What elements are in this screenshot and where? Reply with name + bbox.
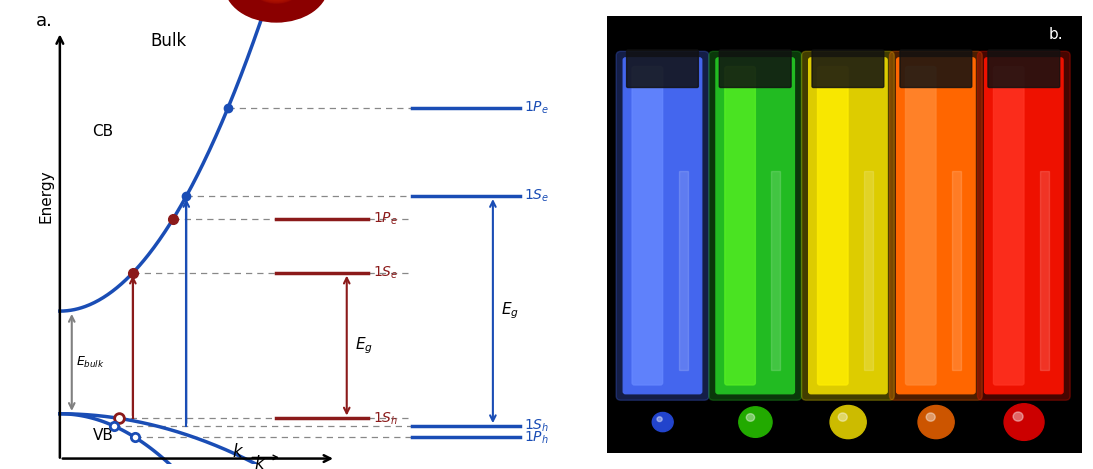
Circle shape: [254, 0, 298, 1]
FancyBboxPatch shape: [896, 58, 975, 393]
FancyBboxPatch shape: [616, 51, 709, 400]
Circle shape: [747, 414, 754, 421]
Text: $1P_e$: $1P_e$: [373, 211, 398, 227]
Text: $1P_e$: $1P_e$: [525, 100, 549, 116]
Bar: [772, 171, 780, 370]
Circle shape: [247, 0, 305, 6]
Bar: [865, 171, 873, 370]
Bar: [1041, 171, 1049, 370]
Circle shape: [1013, 412, 1023, 421]
Circle shape: [244, 0, 309, 9]
Text: $1P_h$: $1P_h$: [525, 429, 549, 446]
Text: Energy: Energy: [39, 169, 54, 223]
Circle shape: [231, 0, 322, 18]
Circle shape: [926, 413, 936, 421]
FancyBboxPatch shape: [977, 51, 1070, 400]
Circle shape: [227, 0, 325, 20]
Circle shape: [1004, 404, 1044, 440]
Text: $k$: $k$: [233, 443, 245, 461]
Text: $E_g$: $E_g$: [501, 301, 519, 321]
Text: $1S_h$: $1S_h$: [373, 410, 398, 426]
Text: $k$: $k$: [254, 455, 267, 469]
Circle shape: [250, 0, 303, 4]
Circle shape: [242, 0, 310, 10]
Circle shape: [238, 0, 315, 13]
Circle shape: [838, 413, 847, 421]
Text: b.: b.: [1049, 27, 1063, 42]
Text: $1S_e$: $1S_e$: [373, 265, 398, 281]
Circle shape: [225, 0, 328, 22]
Text: $1S_e$: $1S_e$: [525, 188, 550, 204]
Circle shape: [232, 0, 321, 17]
FancyBboxPatch shape: [905, 67, 936, 385]
FancyBboxPatch shape: [719, 50, 791, 88]
FancyBboxPatch shape: [801, 51, 894, 400]
Circle shape: [234, 0, 318, 15]
Circle shape: [246, 0, 307, 7]
FancyBboxPatch shape: [632, 67, 662, 385]
FancyBboxPatch shape: [809, 58, 888, 393]
FancyBboxPatch shape: [623, 58, 702, 393]
Circle shape: [249, 0, 304, 5]
Bar: [679, 171, 687, 370]
Circle shape: [226, 0, 327, 21]
Circle shape: [653, 412, 673, 431]
Text: CB: CB: [93, 124, 114, 138]
Text: a.: a.: [35, 12, 52, 30]
Circle shape: [239, 0, 314, 12]
Text: Bulk: Bulk: [150, 31, 186, 50]
Circle shape: [739, 407, 772, 437]
FancyBboxPatch shape: [985, 58, 1063, 393]
Circle shape: [237, 0, 316, 14]
Circle shape: [225, 0, 328, 22]
Circle shape: [228, 0, 324, 19]
Circle shape: [240, 0, 312, 11]
FancyBboxPatch shape: [988, 50, 1060, 88]
FancyBboxPatch shape: [900, 50, 972, 88]
FancyBboxPatch shape: [994, 67, 1024, 385]
Circle shape: [657, 417, 662, 422]
Circle shape: [918, 406, 954, 439]
FancyBboxPatch shape: [890, 51, 983, 400]
FancyBboxPatch shape: [716, 58, 795, 393]
Circle shape: [830, 406, 867, 439]
Circle shape: [251, 0, 302, 3]
Circle shape: [233, 0, 320, 16]
Circle shape: [252, 0, 301, 2]
Circle shape: [235, 0, 317, 15]
Text: VB: VB: [93, 428, 114, 443]
Bar: [952, 171, 961, 370]
FancyBboxPatch shape: [812, 50, 884, 88]
Circle shape: [245, 0, 308, 8]
FancyBboxPatch shape: [709, 51, 801, 400]
Text: $1S_h$: $1S_h$: [525, 418, 550, 434]
FancyBboxPatch shape: [626, 50, 698, 88]
Text: $E_{bulk}$: $E_{bulk}$: [77, 355, 105, 370]
FancyBboxPatch shape: [818, 67, 848, 385]
FancyBboxPatch shape: [725, 67, 755, 385]
Text: $E_g$: $E_g$: [355, 335, 373, 356]
